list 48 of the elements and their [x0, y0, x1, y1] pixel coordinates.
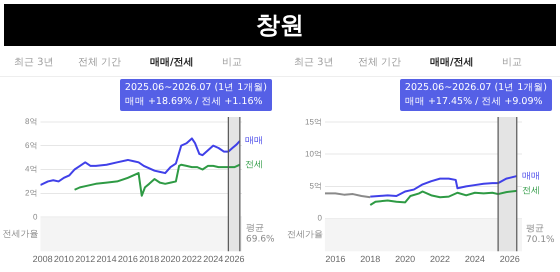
- text: 매매 +17.45% / 전세 +9.09%: [404, 96, 543, 107]
- x-tick-label: 2008: [32, 254, 53, 264]
- series-label: 전세: [522, 186, 540, 196]
- text: 2025.06~2026.07 (1년 1개월): [404, 82, 547, 93]
- x-tick-label: 2022: [182, 254, 202, 264]
- series-label: 전세: [244, 160, 263, 170]
- x-tick-label: 2026: [224, 254, 245, 264]
- series-label: 매매: [244, 136, 263, 146]
- x-tick-label: 2024: [464, 254, 485, 264]
- text: 평균: [526, 224, 544, 234]
- text: 비교: [222, 56, 242, 69]
- series-label: 매매: [522, 171, 540, 182]
- chart-title: 창원: [4, 4, 556, 46]
- y-tick-label: 10억: [304, 149, 322, 158]
- x-tick-label: 2010: [54, 254, 74, 264]
- x-tick-label: 2012: [75, 254, 96, 264]
- x-tick-label: 2020: [160, 254, 181, 264]
- x-tick-label: 2018: [139, 254, 160, 264]
- text: 2025.06~2026.07 (1년 1개월): [124, 82, 267, 93]
- x-tick-label: 2016: [325, 254, 346, 264]
- y-tick-label: 8억: [24, 116, 38, 126]
- y-tick-label: 2억: [24, 188, 38, 198]
- y-tick-label: 6억: [24, 140, 38, 150]
- x-tick-label: 2022: [430, 254, 450, 264]
- x-tick-label: 2024: [203, 254, 224, 264]
- text: 전세가율: [2, 230, 38, 240]
- text: 최근 3년: [294, 56, 334, 69]
- text: 매매/전세: [430, 56, 474, 69]
- text: 69.6%: [246, 234, 276, 245]
- x-tick-label: 2014: [96, 254, 117, 264]
- y-tick-label: 0: [317, 214, 322, 223]
- x-tick-label: 2020: [395, 254, 416, 264]
- text: 최근 3년: [14, 56, 54, 69]
- x-tick-label: 2018: [360, 254, 380, 264]
- y-tick-label: 0: [32, 212, 38, 222]
- text: 전체 기간: [358, 56, 402, 69]
- text: 매매/전세: [150, 56, 194, 69]
- y-tick-label: 15억: [304, 117, 322, 126]
- text: 전세가율: [286, 230, 323, 240]
- x-tick-label: 2026: [500, 254, 520, 264]
- text: 비교: [502, 56, 522, 69]
- text: 전체 기간: [78, 56, 122, 69]
- text: 평균: [246, 224, 264, 234]
- x-tick-label: 2016: [118, 254, 138, 264]
- text: 70.1%: [526, 235, 556, 246]
- text: 매매 +18.69% / 전세 +1.16%: [124, 96, 263, 107]
- y-tick-label: 4억: [24, 164, 38, 174]
- y-tick-label: 5억: [309, 182, 322, 191]
